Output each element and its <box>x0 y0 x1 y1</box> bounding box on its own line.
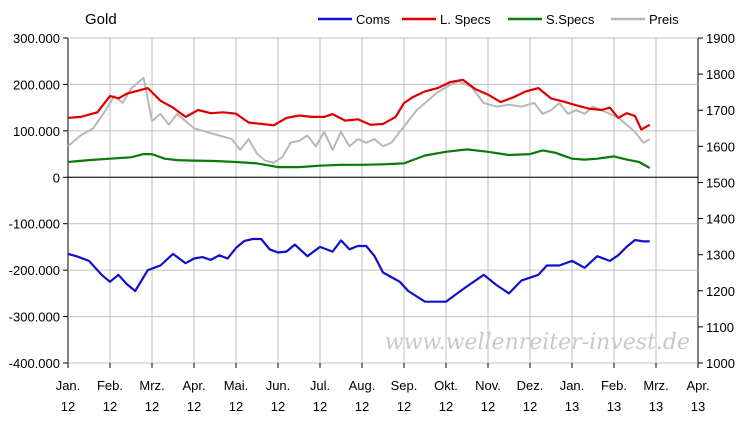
x-tick-label-year: 13 <box>607 399 621 414</box>
left-tick-label: -100.000 <box>9 217 60 232</box>
left-tick-label: -400.000 <box>9 356 60 371</box>
x-tick-label-year: 12 <box>229 399 243 414</box>
x-tick-label-month: Apr. <box>686 378 709 393</box>
x-tick-label-year: 12 <box>523 399 537 414</box>
right-tick-label: 1400 <box>706 212 735 227</box>
left-tick-label: -200.000 <box>9 263 60 278</box>
legend: Coms L. Specs S.Specs Preis <box>318 12 679 27</box>
right-tick-label: 1000 <box>706 356 735 371</box>
x-tick-label-month: Jan. <box>56 378 81 393</box>
right-axis: 1900 1800 1700 1600 1500 1400 1300 1200 1100 1000 <box>698 31 735 371</box>
x-tick-label-year: 12 <box>397 399 411 414</box>
x-tick-label-month: Okt. <box>434 378 458 393</box>
x-tick-label-year: 12 <box>187 399 201 414</box>
legend-label-s-specs: S.Specs <box>546 12 595 27</box>
series-line-preis <box>67 76 651 164</box>
right-tick-label: 1600 <box>706 139 735 154</box>
x-axis: Jan. 12 Feb. 12 Mrz. 12 Apr. 12 Mai. 12 Jun. 12 Jul.… <box>56 363 710 414</box>
x-tick-label-year: 12 <box>271 399 285 414</box>
x-tick-label-month: Mrz. <box>643 378 668 393</box>
left-axis: 300.000 200.000 100.000 0 -100.000 -200.000 -3… <box>9 31 68 371</box>
x-tick-label-year: 12 <box>145 399 159 414</box>
x-tick-label-year: 13 <box>649 399 663 414</box>
x-tick-label-month: Sep. <box>391 378 418 393</box>
x-tick-label-month: Feb. <box>97 378 123 393</box>
series-layer <box>67 76 651 303</box>
series-line-s-specs <box>67 148 651 169</box>
x-tick-label-year: 13 <box>565 399 579 414</box>
x-tick-label-month: Aug. <box>349 378 376 393</box>
legend-label-coms: Coms <box>356 12 390 27</box>
watermark: www.wellenreiter-invest.de <box>385 330 690 355</box>
right-tick-label: 1500 <box>706 175 735 190</box>
legend-label-l-specs: L. Specs <box>440 12 491 27</box>
x-tick-label-month: Jan. <box>560 378 585 393</box>
legend-label-preis: Preis <box>649 12 679 27</box>
x-tick-label-year: 12 <box>313 399 327 414</box>
x-tick-label-month: Nov. <box>475 378 501 393</box>
x-tick-label-month: Dez. <box>517 378 544 393</box>
left-tick-label: 0 <box>53 170 60 185</box>
x-tick-label-month: Jun. <box>266 378 291 393</box>
right-tick-label: 1700 <box>706 103 735 118</box>
right-tick-label: 1800 <box>706 67 735 82</box>
right-tick-label: 1900 <box>706 31 735 46</box>
right-tick-label: 1100 <box>706 320 734 335</box>
left-tick-label: 200.000 <box>13 77 60 92</box>
plot-area <box>67 37 699 364</box>
left-tick-label: 300.000 <box>13 31 60 46</box>
x-tick-label-year: 12 <box>61 399 75 414</box>
x-tick-label-year: 12 <box>439 399 453 414</box>
x-tick-label-month: Jul. <box>310 378 330 393</box>
x-tick-label-month: Apr. <box>182 378 205 393</box>
series-line-coms <box>67 237 650 303</box>
right-tick-label: 1300 <box>706 248 735 263</box>
x-tick-label-month: Mrz. <box>139 378 164 393</box>
x-tick-label-year: 13 <box>691 399 705 414</box>
left-tick-label: -300.000 <box>9 310 60 325</box>
x-tick-label-year: 12 <box>355 399 369 414</box>
series-line-l-specs <box>67 78 651 131</box>
left-tick-label: 100.000 <box>13 124 60 139</box>
x-tick-label-year: 12 <box>103 399 117 414</box>
chart-title: Gold <box>85 11 117 28</box>
x-tick-label-year: 12 <box>481 399 495 414</box>
right-tick-label: 1200 <box>706 284 735 299</box>
x-tick-label-month: Mai. <box>224 378 249 393</box>
x-tick-label-month: Feb. <box>601 378 627 393</box>
